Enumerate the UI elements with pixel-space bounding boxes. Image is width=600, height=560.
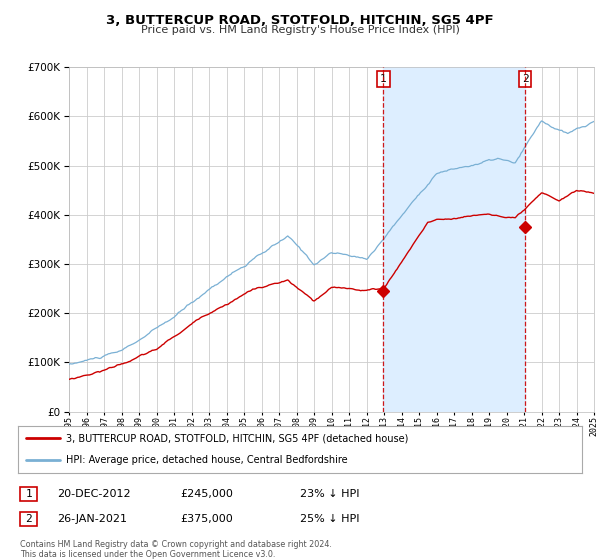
Text: 26-JAN-2021: 26-JAN-2021 — [57, 514, 127, 524]
Text: Price paid vs. HM Land Registry's House Price Index (HPI): Price paid vs. HM Land Registry's House … — [140, 25, 460, 35]
Bar — [383, 67, 525, 412]
Text: 1: 1 — [380, 74, 387, 84]
Text: Contains HM Land Registry data © Crown copyright and database right 2024.: Contains HM Land Registry data © Crown c… — [20, 540, 332, 549]
Text: 25% ↓ HPI: 25% ↓ HPI — [300, 514, 359, 524]
Text: 2: 2 — [522, 74, 529, 84]
Text: 2: 2 — [25, 514, 32, 524]
Text: £375,000: £375,000 — [180, 514, 233, 524]
Text: 3, BUTTERCUP ROAD, STOTFOLD, HITCHIN, SG5 4PF (detached house): 3, BUTTERCUP ROAD, STOTFOLD, HITCHIN, SG… — [66, 433, 409, 444]
Text: This data is licensed under the Open Government Licence v3.0.: This data is licensed under the Open Gov… — [20, 550, 276, 559]
Text: 23% ↓ HPI: 23% ↓ HPI — [300, 489, 359, 499]
Text: 3, BUTTERCUP ROAD, STOTFOLD, HITCHIN, SG5 4PF: 3, BUTTERCUP ROAD, STOTFOLD, HITCHIN, SG… — [106, 14, 494, 27]
Text: £245,000: £245,000 — [180, 489, 233, 499]
Text: 20-DEC-2012: 20-DEC-2012 — [57, 489, 131, 499]
Text: HPI: Average price, detached house, Central Bedfordshire: HPI: Average price, detached house, Cent… — [66, 455, 347, 465]
Text: 1: 1 — [25, 489, 32, 499]
